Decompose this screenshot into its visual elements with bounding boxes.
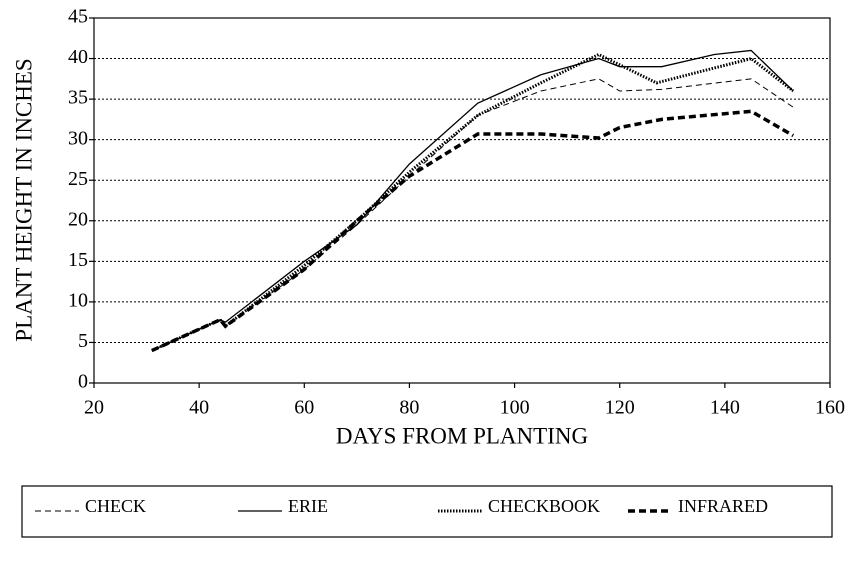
x-tick-label: 160 xyxy=(815,397,845,419)
y-tick-label: 20 xyxy=(68,208,88,230)
series-line xyxy=(151,109,795,353)
x-tick-label: 20 xyxy=(84,397,104,419)
y-tick-label: 10 xyxy=(68,289,88,311)
legend-label: CHECK xyxy=(85,496,146,516)
y-tick-label: 15 xyxy=(68,249,88,271)
y-tick-label: 30 xyxy=(68,127,88,149)
y-tick-label: 5 xyxy=(78,330,88,352)
y-tick-label: 40 xyxy=(68,46,88,68)
series-line xyxy=(151,52,795,352)
y-tick-label: 0 xyxy=(78,371,88,393)
x-tick-label: 60 xyxy=(294,397,314,419)
x-tick-label: 140 xyxy=(710,397,740,419)
x-tick-label: 40 xyxy=(189,397,209,419)
legend-box xyxy=(21,485,833,538)
legend-label: ERIE xyxy=(288,496,328,516)
legend-label: CHECKBOOK xyxy=(488,496,600,516)
y-axis-title: PLANT HEIGHT IN INCHES xyxy=(11,58,36,341)
plot-frame xyxy=(93,17,831,384)
series-line xyxy=(151,49,794,352)
legend-label: INFRARED xyxy=(678,496,768,516)
y-tick-label: 45 xyxy=(68,6,88,28)
x-tick-label: 100 xyxy=(500,397,530,419)
y-tick-label: 25 xyxy=(68,168,88,190)
x-tick-label: 120 xyxy=(605,397,635,419)
x-tick-label: 80 xyxy=(399,397,419,419)
x-axis-title: DAYS FROM PLANTING xyxy=(336,423,588,448)
y-tick-label: 35 xyxy=(68,87,88,109)
